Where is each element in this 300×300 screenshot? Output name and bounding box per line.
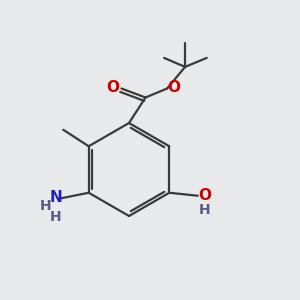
Text: H: H: [50, 210, 62, 224]
Text: H: H: [199, 203, 210, 217]
Text: N: N: [50, 190, 62, 205]
Text: O: O: [198, 188, 211, 203]
Text: H: H: [39, 199, 51, 213]
Text: O: O: [106, 80, 120, 94]
Text: O: O: [167, 80, 180, 94]
